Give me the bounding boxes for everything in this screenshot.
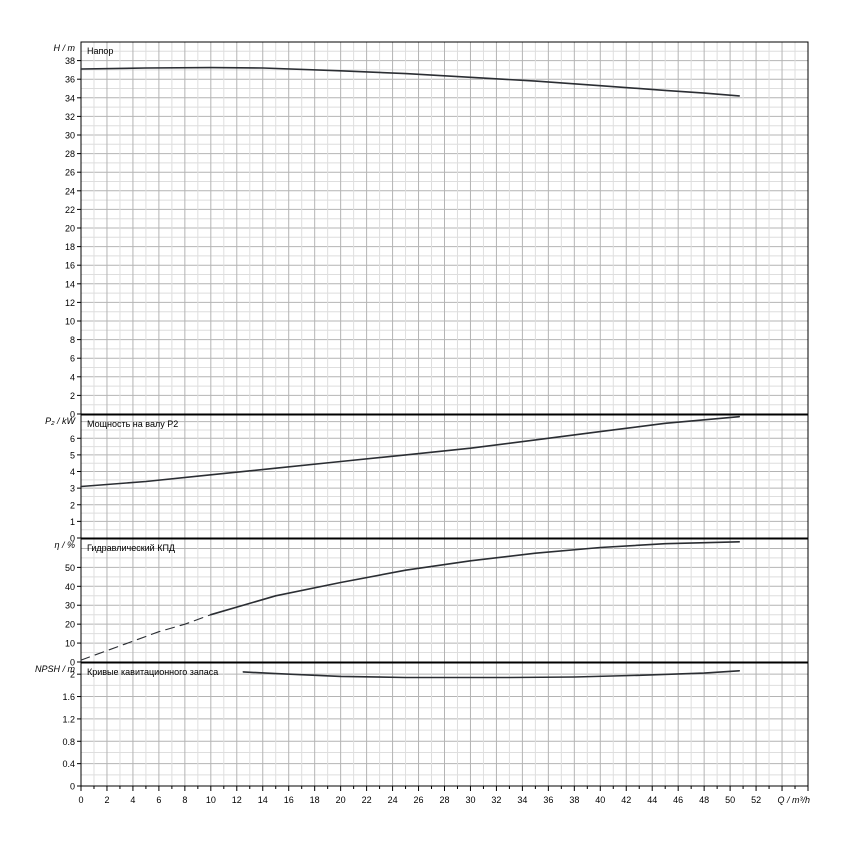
y-tick-label: 34 (65, 93, 75, 103)
y-tick-label: 0 (70, 534, 75, 544)
curve-series-1 (80, 66, 740, 97)
x-tick-label: 0 (78, 795, 83, 805)
y-tick-label: 1.6 (62, 692, 75, 702)
x-axis: 0 2 4 6 8 10 12 14 16 18 20 22 24 26 28 30 32 34 36 38 40 42 4… (78, 786, 810, 805)
x-tick-label: 40 (595, 795, 605, 805)
panel-3: 0 10 20 30 40 50 η / % Гидравлический КПД (54, 538, 809, 668)
x-tick-label: 22 (362, 795, 372, 805)
y-tick-label: 18 (65, 242, 75, 252)
curve-series-1 (80, 415, 740, 488)
y-tick-label: 10 (65, 317, 75, 327)
y-tick-label: 8 (70, 335, 75, 345)
y-tick-label: 2 (70, 500, 75, 510)
y-tick-label: 1.2 (62, 714, 75, 724)
y-tick-label: 40 (65, 582, 75, 592)
x-tick-label: 8 (182, 795, 187, 805)
x-tick-label: 52 (751, 795, 761, 805)
panel-title: Мощность на валу P2 (87, 419, 178, 429)
x-tick-label: 44 (647, 795, 657, 805)
y-tick-label: 2 (70, 391, 75, 401)
y-tick-label: 38 (65, 56, 75, 66)
y-tick-label: 0.4 (62, 759, 75, 769)
x-tick-label: 28 (439, 795, 449, 805)
y-axis-label: H / m (54, 43, 76, 53)
y-tick-label: 12 (65, 298, 75, 308)
x-tick-label: 18 (310, 795, 320, 805)
x-tick-label: 26 (414, 795, 424, 805)
x-tick-label: 36 (543, 795, 553, 805)
x-tick-label: 46 (673, 795, 683, 805)
y-tick-label: 30 (65, 601, 75, 611)
y-tick-label: 2 (70, 670, 75, 680)
x-tick-label: 10 (206, 795, 216, 805)
y-axis-label: NPSH / m (35, 664, 76, 674)
y-tick-label: 10 (65, 639, 75, 649)
x-tick-label: 34 (517, 795, 527, 805)
x-axis-label: Q / m³/h (777, 795, 810, 805)
y-tick-label: 0 (70, 782, 75, 792)
y-tick-label: 20 (65, 620, 75, 630)
x-tick-label: 20 (336, 795, 346, 805)
panel-title: Напор (87, 46, 113, 56)
y-tick-label: 30 (65, 131, 75, 141)
x-tick-label: 42 (621, 795, 631, 805)
x-tick-label: 14 (258, 795, 268, 805)
x-tick-label: 16 (284, 795, 294, 805)
y-tick-label: 14 (65, 279, 75, 289)
panel-title: Кривые кавитационного запаса (87, 667, 218, 677)
y-tick-label: 26 (65, 168, 75, 178)
panel-title: Гидравлический КПД (87, 543, 175, 553)
y-tick-label: 6 (70, 354, 75, 364)
panel-frame (80, 414, 809, 539)
y-axis-label: P₂ / kW (45, 416, 76, 426)
y-tick-label: 0 (70, 410, 75, 420)
curve-series-2 (210, 541, 740, 616)
y-tick-label: 6 (70, 434, 75, 444)
x-tick-label: 38 (569, 795, 579, 805)
x-tick-label: 6 (156, 795, 161, 805)
x-tick-label: 2 (104, 795, 109, 805)
y-tick-label: 5 (70, 450, 75, 460)
y-tick-label: 0 (70, 658, 75, 668)
y-tick-label: 32 (65, 112, 75, 122)
y-tick-label: 28 (65, 149, 75, 159)
y-tick-label: 20 (65, 224, 75, 234)
x-tick-label: 12 (232, 795, 242, 805)
panel-frame (80, 538, 809, 663)
x-tick-label: 4 (130, 795, 135, 805)
x-tick-label: 50 (725, 795, 735, 805)
y-tick-label: 4 (70, 372, 75, 382)
curve-series-1 (80, 614, 212, 661)
y-tick-label: 36 (65, 75, 75, 85)
x-tick-label: 30 (465, 795, 475, 805)
y-tick-label: 3 (70, 484, 75, 494)
y-tick-label: 1 (70, 517, 75, 527)
y-tick-label: 16 (65, 261, 75, 271)
x-tick-label: 48 (699, 795, 709, 805)
curve-series-1 (242, 670, 740, 679)
y-tick-label: 4 (70, 467, 75, 477)
x-tick-label: 24 (388, 795, 398, 805)
y-tick-label: 24 (65, 186, 75, 196)
panel-2: 0 1 2 3 4 5 6 P₂ / kW Мощность на валу P2 (45, 414, 809, 544)
y-tick-label: 22 (65, 205, 75, 215)
x-tick-label: 32 (491, 795, 501, 805)
y-tick-label: 50 (65, 563, 75, 573)
y-tick-label: 0.8 (62, 737, 75, 747)
y-axis-label: η / % (54, 540, 75, 550)
